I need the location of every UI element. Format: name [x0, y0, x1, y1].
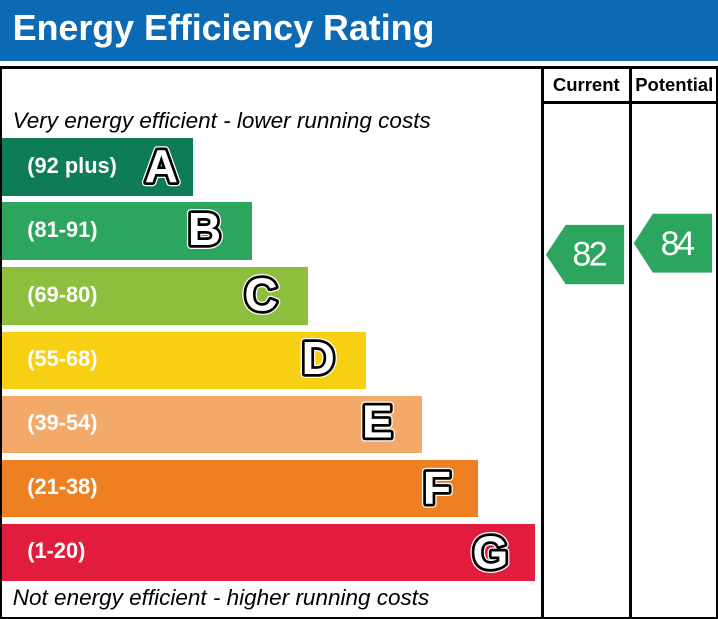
svg-text:A: A: [145, 140, 178, 192]
svg-text:G: G: [473, 526, 509, 578]
svg-text:E: E: [362, 396, 393, 448]
svg-text:F: F: [423, 462, 451, 514]
svg-text:B: B: [188, 203, 221, 255]
svg-text:C: C: [244, 269, 277, 321]
svg-text:C: C: [244, 269, 277, 321]
svg-text:A: A: [145, 140, 178, 192]
svg-text:82: 82: [572, 236, 607, 274]
svg-text:D: D: [302, 332, 335, 384]
svg-text:D: D: [302, 332, 335, 384]
svg-text:F: F: [423, 462, 451, 514]
svg-text:84: 84: [661, 225, 695, 263]
svg-text:E: E: [362, 396, 393, 448]
svg-text:G: G: [473, 526, 509, 578]
svg-text:B: B: [188, 203, 221, 255]
